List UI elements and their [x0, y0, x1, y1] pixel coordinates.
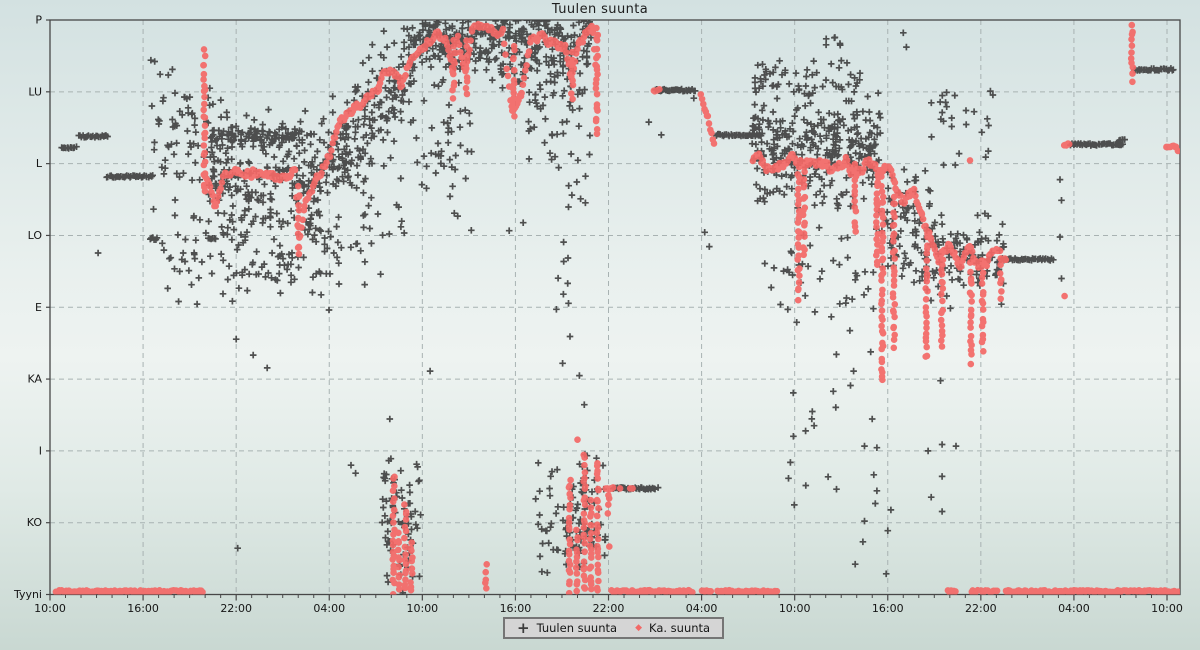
svg-text:22:00: 22:00 — [965, 602, 997, 615]
svg-text:04:00: 04:00 — [313, 602, 345, 615]
svg-text:10:00: 10:00 — [779, 602, 811, 615]
chart-legend: + Tuulen suunta ◆ Ka. suunta — [503, 617, 725, 639]
legend-label: Ka. suunta — [648, 621, 711, 635]
svg-text:L: L — [36, 157, 43, 170]
legend-item-tuulen-suunta: + Tuulen suunta — [517, 618, 618, 637]
svg-text:KA: KA — [27, 373, 42, 386]
svg-text:16:00: 16:00 — [872, 602, 904, 615]
plus-icon: + — [517, 618, 530, 637]
svg-text:22:00: 22:00 — [593, 602, 625, 615]
axis-ticks — [46, 19, 1168, 601]
legend-label: Tuulen suunta — [536, 621, 618, 635]
chart-title: Tuulen suunta — [551, 2, 649, 17]
series-tuulen-suunta — [58, 20, 1177, 595]
svg-text:10:00: 10:00 — [1151, 602, 1183, 615]
svg-text:LO: LO — [28, 229, 43, 242]
svg-text:22:00: 22:00 — [220, 602, 252, 615]
plot-border — [49, 19, 1181, 596]
svg-text:I: I — [39, 444, 42, 457]
diamond-icon: ◆ — [635, 622, 642, 633]
gridlines — [50, 20, 1180, 595]
svg-text:10:00: 10:00 — [34, 602, 66, 615]
svg-text:04:00: 04:00 — [686, 602, 718, 615]
svg-text:P: P — [35, 14, 42, 27]
svg-text:E: E — [35, 301, 42, 314]
svg-text:LU: LU — [28, 85, 42, 98]
svg-text:10:00: 10:00 — [406, 602, 438, 615]
svg-text:16:00: 16:00 — [127, 602, 159, 615]
svg-text:04:00: 04:00 — [1058, 602, 1090, 615]
svg-text:Tyyni: Tyyni — [13, 588, 42, 601]
svg-text:16:00: 16:00 — [500, 602, 532, 615]
y-axis-labels: P LU L LO E KA I KO Tyyni — [13, 14, 43, 601]
svg-text:KO: KO — [27, 516, 43, 529]
series-ka-suunta — [52, 20, 1180, 595]
x-axis-labels: 10:00 16:00 22:00 04:00 10:00 16:00 22:00 04:00… — [34, 602, 1183, 615]
legend-item-ka-suunta: ◆ Ka. suunta — [635, 621, 710, 635]
